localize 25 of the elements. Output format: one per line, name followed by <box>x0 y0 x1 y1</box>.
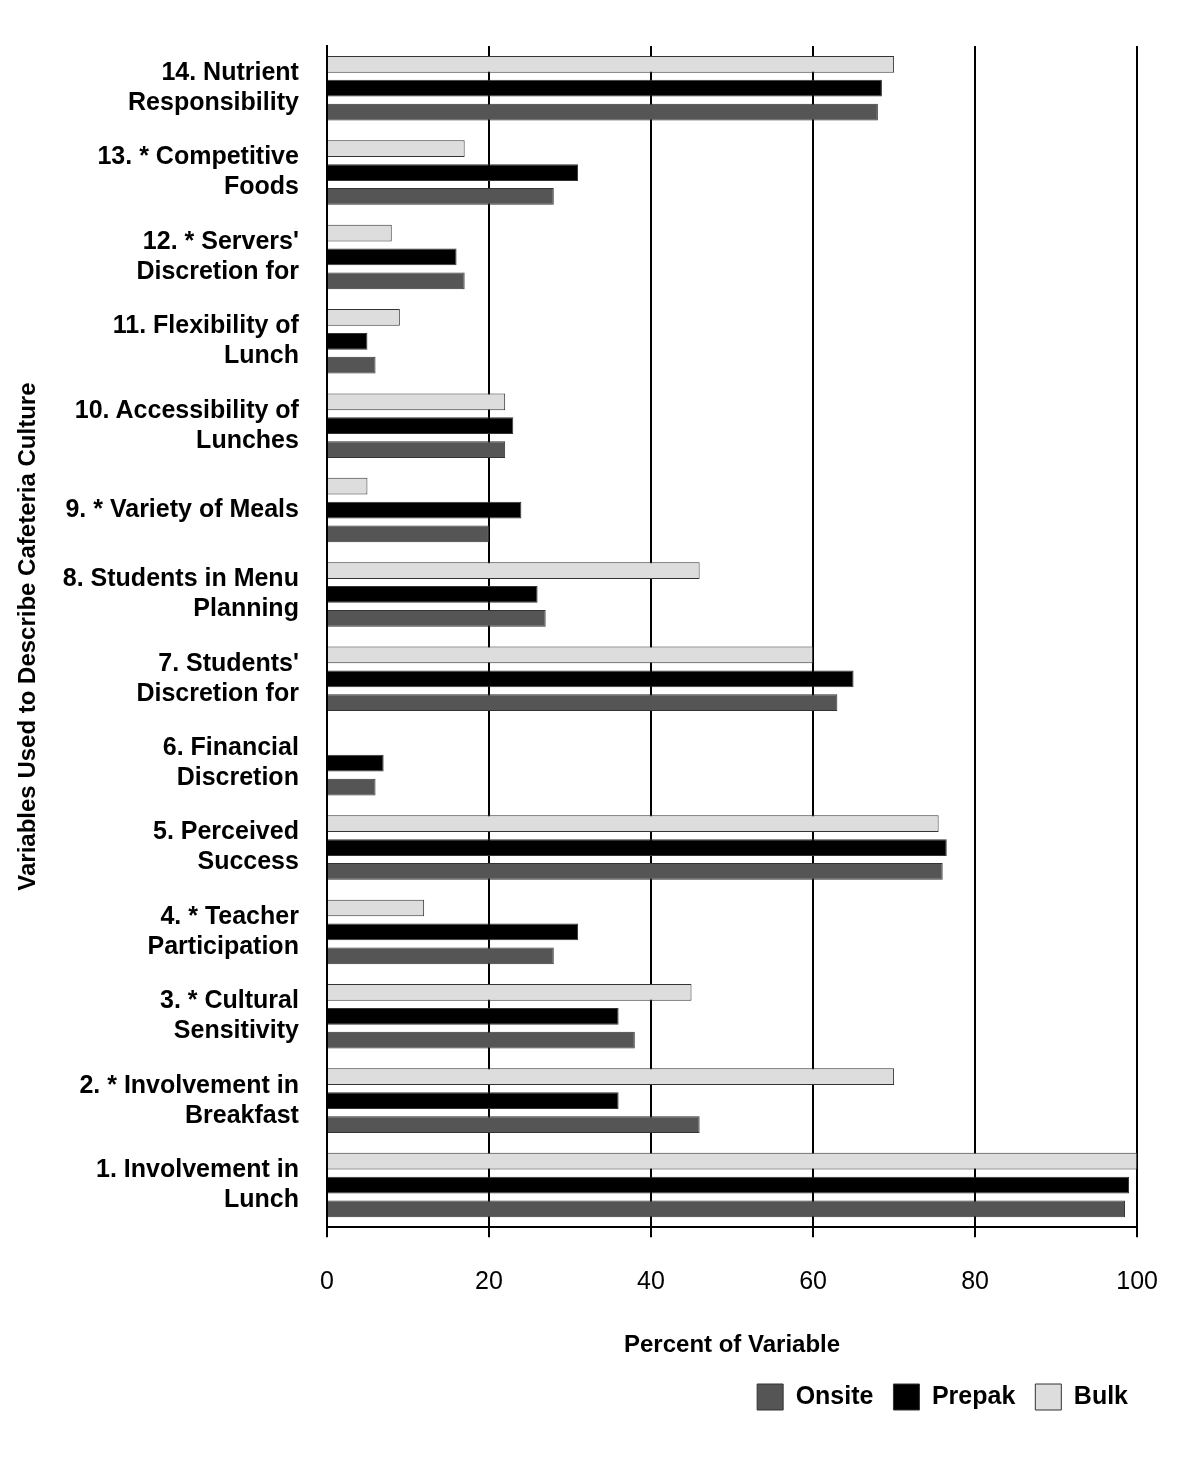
x-tick-label: 60 <box>799 1266 827 1295</box>
y-tick-label: 8. Students in Menu Planning <box>62 563 299 622</box>
y-tick-label: 10. Accessibility of Lunches <box>74 394 300 453</box>
y-tick-label: 13. * Competitive Foods <box>97 141 300 200</box>
y-tick-label: 5. Perceived Success <box>152 816 299 875</box>
y-tick-label: 4. * Teacher Participation <box>147 900 300 959</box>
x-tick-label: 100 <box>1116 1266 1158 1295</box>
x-tick-label: 40 <box>637 1266 665 1295</box>
legend-label: Bulk <box>1073 1380 1129 1409</box>
x-axis-title: Percent of Variable <box>623 1330 841 1358</box>
legend-label: Onsite <box>795 1380 874 1409</box>
y-tick-label: 1. Involvement in Lunch <box>96 1153 299 1212</box>
x-tick-label: 0 <box>319 1266 334 1295</box>
legend-label: Prepak <box>931 1380 1016 1409</box>
y-tick-label: 11. Flexibility of Lunch <box>112 310 300 369</box>
y-tick-label: 9. * Variety of Meals <box>65 493 299 522</box>
x-tick-label: 80 <box>961 1266 990 1295</box>
y-tick-label: 12. * Servers' Discretion for <box>136 225 300 284</box>
y-axis-title: Variables Used to Describe Cafeteria Culture <box>13 382 41 891</box>
y-tick-label: 3. * Cultural Sensitivity <box>160 985 299 1044</box>
y-tick-label: 7. Students' Discretion for <box>136 647 300 706</box>
y-tick-label: 6. Financial Discretion <box>162 732 299 791</box>
x-tick-label: 20 <box>475 1266 503 1295</box>
y-tick-label: 2. * Involvement in Breakfast <box>79 1069 300 1128</box>
y-tick-label: 14. Nutrient Responsibility <box>128 57 300 116</box>
